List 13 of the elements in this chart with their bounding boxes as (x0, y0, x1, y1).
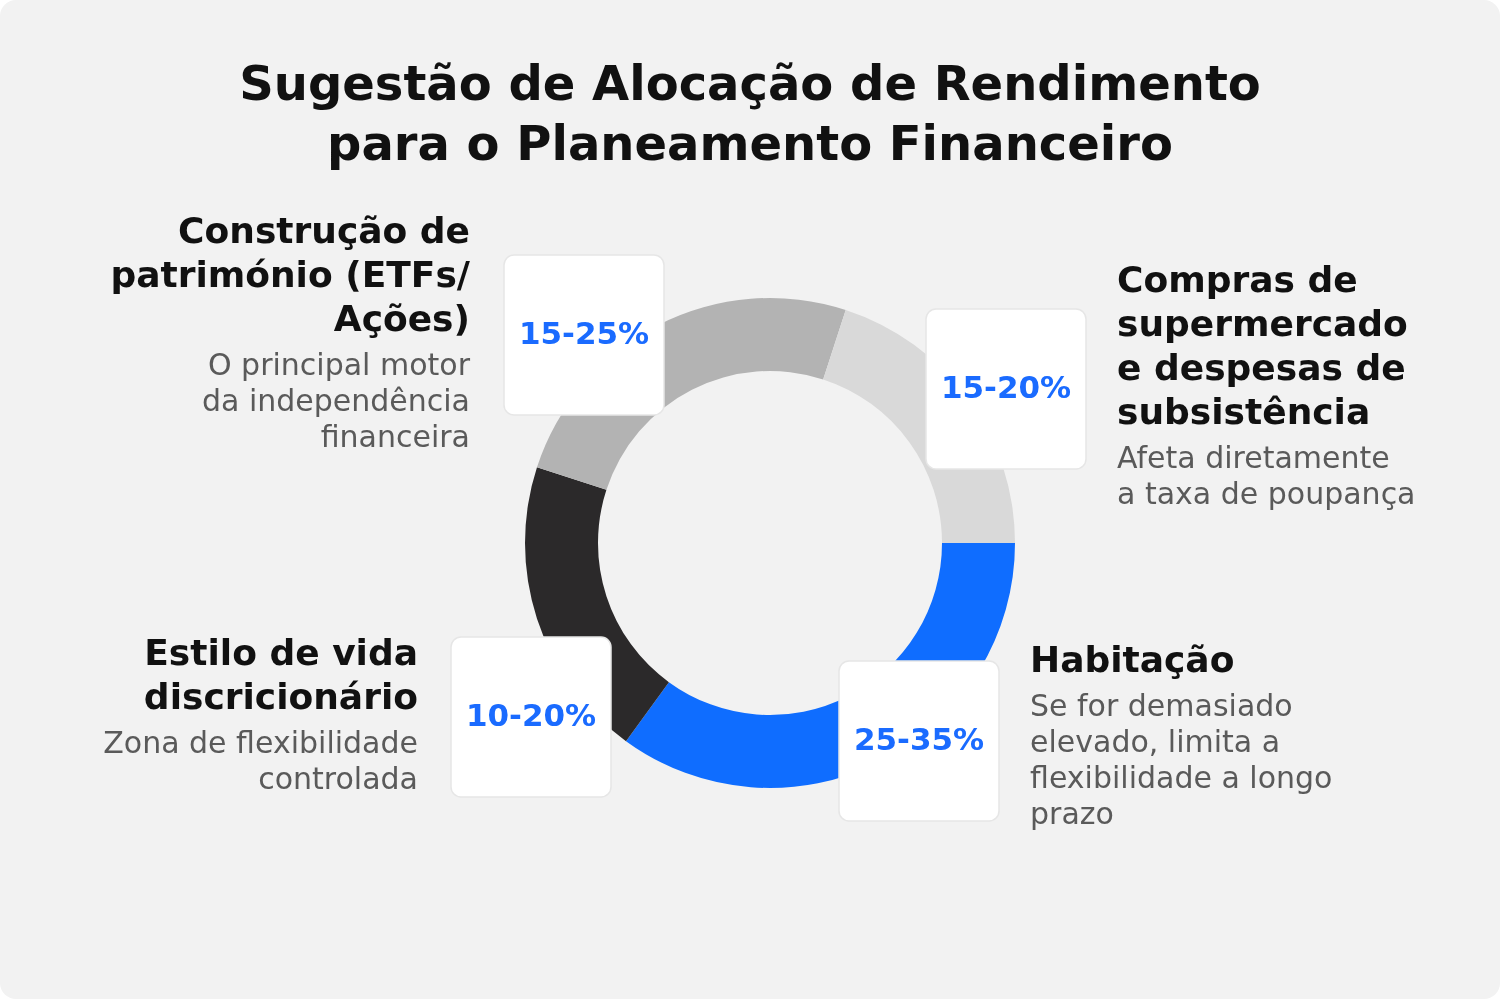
text: O principal motor da independência financeira (201, 347, 471, 454)
chart-title: Sugestão de Alocação de Rendimento para o Planeamento Financeiro (239, 55, 1261, 171)
slice-label: Habitação (1030, 639, 1235, 680)
text: 15-20% (940, 369, 1072, 405)
text: Se for demasiado elevado, limita a flexibilidade a longo prazo (1030, 688, 1333, 831)
slice-label: Estilo de vida discricionário (143, 632, 418, 717)
text: 25-35% (853, 721, 985, 757)
text: Afeta diretamente a taxa de poupança (1117, 440, 1416, 511)
slice-label: Construção de património (ETFs/ Ações) (110, 210, 471, 339)
slice-label: Compras de supermercado e despesas de subsistência (1117, 259, 1408, 432)
text: Zona de flexibilidade controlada (103, 725, 418, 796)
text: 10-20% (465, 697, 597, 733)
text: 15-25% (518, 315, 650, 351)
